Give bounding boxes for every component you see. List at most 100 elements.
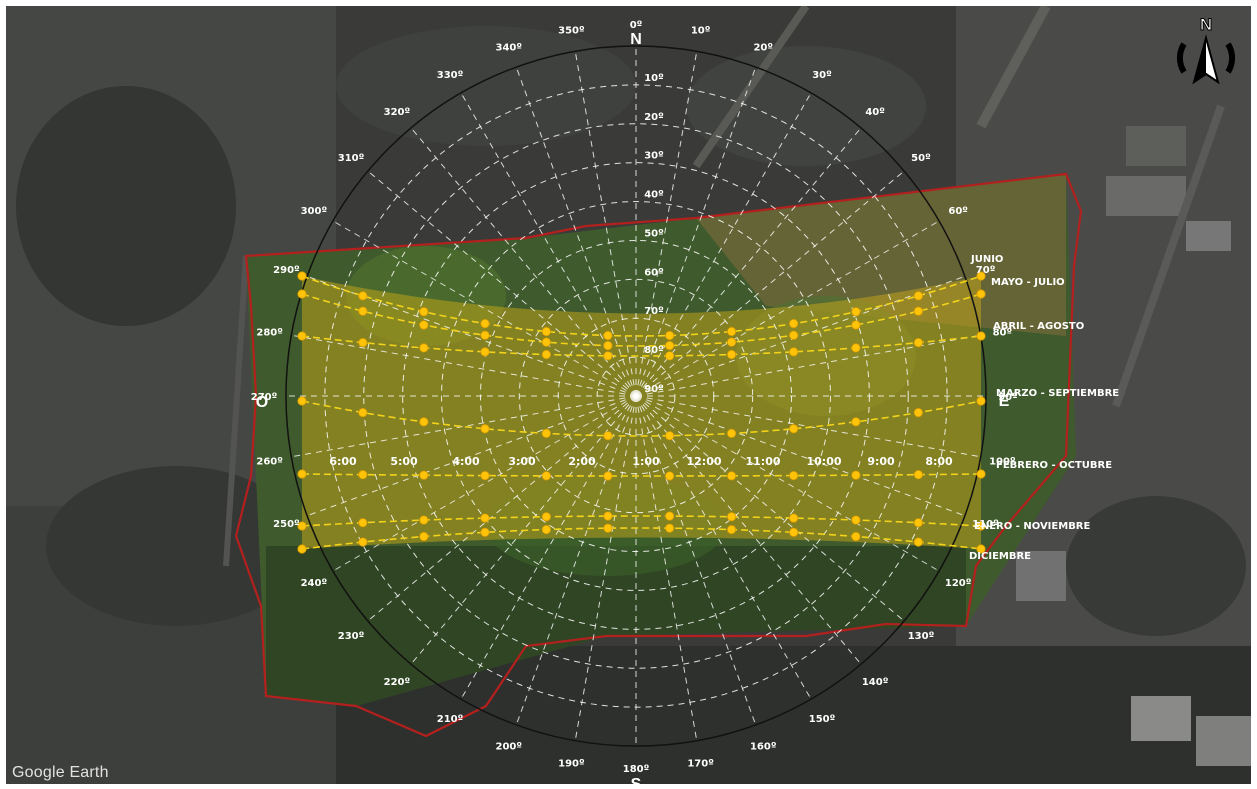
sun-position-dot bbox=[297, 331, 307, 341]
azimuth-label: 250º bbox=[273, 519, 300, 530]
sun-position-dot bbox=[913, 537, 923, 547]
azimuth-ray bbox=[515, 395, 637, 726]
azimuth-label: 340º bbox=[496, 42, 523, 53]
sun-position-dot bbox=[297, 396, 307, 406]
sun-position-dot bbox=[913, 291, 923, 301]
sun-position-dot bbox=[603, 511, 613, 521]
monthly-sun-paths bbox=[301, 275, 982, 550]
azimuth-label: 50º bbox=[911, 153, 931, 164]
month-label: ABRIL - AGOSTO bbox=[993, 321, 1084, 332]
azimuth-label: 130º bbox=[908, 631, 935, 642]
sun-position-dot bbox=[976, 544, 986, 554]
sun-position-dot bbox=[480, 470, 490, 481]
azimuth-label: 30º bbox=[812, 70, 832, 81]
sun-position-dot bbox=[419, 417, 429, 427]
sun-position-dot bbox=[358, 306, 368, 316]
sun-position-dot bbox=[726, 512, 737, 522]
sun-position-dot bbox=[913, 407, 923, 418]
azimuth-label: 230º bbox=[338, 631, 365, 642]
azimuth-ray bbox=[635, 334, 981, 397]
sun-position-dot bbox=[789, 330, 799, 340]
sun-position-dot bbox=[851, 470, 861, 480]
azimuth-label: 330º bbox=[437, 70, 464, 81]
azimuth-label: 290º bbox=[273, 265, 300, 276]
sun-position-dot bbox=[419, 343, 429, 353]
azimuth-ray bbox=[635, 395, 812, 700]
sun-position-dot bbox=[789, 470, 799, 481]
sun-position-dot bbox=[976, 521, 986, 531]
polar-grid bbox=[286, 46, 986, 746]
azimuth-labels: 0º 10º 20º 30º 40º 50º 60º 70º 80º 90º 100º 110º 120… bbox=[251, 20, 1018, 775]
sun-position-dot bbox=[541, 349, 551, 360]
azimuth-ray bbox=[635, 395, 966, 517]
azimuth-ray bbox=[332, 395, 637, 572]
hourly-sun-positions bbox=[297, 271, 986, 554]
horizon-circle bbox=[285, 45, 987, 747]
sun-path-curve bbox=[301, 515, 982, 527]
sun-position-dot bbox=[480, 513, 490, 523]
sun-position-dot bbox=[913, 470, 923, 480]
sun-position-dot bbox=[297, 544, 307, 554]
sun-position-dot bbox=[976, 396, 986, 406]
compass-letter: N bbox=[1200, 15, 1212, 34]
sun-position-dot bbox=[358, 291, 368, 301]
sun-path-band bbox=[302, 276, 981, 549]
sun-path-diagram: 0º 10º 20º 30º 40º 50º 60º 70º 80º 90º 100º 110º 120… bbox=[6, 6, 1251, 784]
sun-position-dot bbox=[541, 512, 551, 522]
azimuth-ray bbox=[515, 66, 637, 397]
sun-path-curve bbox=[301, 473, 982, 477]
azimuth-ray bbox=[367, 170, 637, 397]
cardinal-west: O bbox=[256, 394, 268, 411]
sun-position-dot bbox=[726, 524, 737, 535]
azimuth-label: 180º bbox=[623, 764, 650, 775]
sun-position-dot bbox=[913, 518, 923, 528]
sun-position-dot bbox=[480, 330, 490, 340]
azimuth-ray bbox=[460, 395, 637, 700]
altitude-ring bbox=[363, 123, 909, 669]
azimuth-label: 350º bbox=[558, 26, 585, 37]
hour-label: 3:00 bbox=[508, 455, 536, 468]
azimuth-label: 90º bbox=[998, 392, 1018, 403]
hour-label: 2:00 bbox=[568, 455, 596, 468]
altitude-labels: 10º 20º 30º 40º 50º 60º 70º 80º 90º bbox=[644, 73, 664, 395]
azimuth-label: 140º bbox=[862, 677, 889, 688]
sun-position-dot bbox=[726, 428, 737, 438]
sun-position-dot bbox=[358, 470, 368, 480]
hour-label: 6:00 bbox=[329, 455, 357, 468]
hour-label: 11:00 bbox=[745, 455, 780, 468]
azimuth-label: 210º bbox=[437, 714, 464, 725]
sun-path-curve bbox=[301, 400, 982, 437]
azimuth-label: 260º bbox=[256, 457, 283, 468]
sun-position-dot bbox=[297, 289, 307, 299]
hour-labels: 6:00 5:00 4:00 3:00 2:00 1:00 12:00 11:00 10:00 9… bbox=[329, 455, 953, 468]
sun-position-dot bbox=[603, 340, 613, 351]
azimuth-ray bbox=[635, 66, 757, 397]
sun-position-dot bbox=[913, 338, 923, 348]
sun-position-dot bbox=[419, 515, 429, 525]
sun-position-dot bbox=[789, 513, 799, 523]
azimuth-ray bbox=[291, 334, 637, 397]
cardinal-east: E bbox=[999, 393, 1010, 410]
altitude-label: 90º bbox=[644, 384, 664, 395]
sun-position-dot bbox=[603, 351, 613, 361]
sun-position-dot bbox=[541, 471, 551, 481]
azimuth-label: 170º bbox=[687, 758, 714, 769]
sun-position-dot bbox=[541, 337, 551, 347]
sun-position-dot bbox=[419, 307, 429, 317]
month-label: MARZO - SEPTIEMBRE bbox=[996, 388, 1119, 399]
azimuth-label: 70º bbox=[976, 265, 996, 276]
azimuth-label: 150º bbox=[809, 714, 836, 725]
sun-position-dot bbox=[789, 347, 799, 357]
altitude-ring bbox=[441, 201, 831, 591]
sun-position-dot bbox=[851, 531, 861, 542]
altitude-label: 50º bbox=[644, 228, 664, 239]
month-label: JUNIO bbox=[970, 254, 1003, 265]
sun-position-dot bbox=[480, 424, 490, 434]
sun-position-dot bbox=[851, 307, 861, 317]
sun-path-curve bbox=[301, 293, 982, 347]
north-arrow-icon: N bbox=[1176, 15, 1236, 85]
sun-position-dot bbox=[419, 531, 429, 542]
hour-label: 10:00 bbox=[806, 455, 841, 468]
hour-label: 9:00 bbox=[867, 455, 895, 468]
sun-position-dot bbox=[419, 470, 429, 480]
